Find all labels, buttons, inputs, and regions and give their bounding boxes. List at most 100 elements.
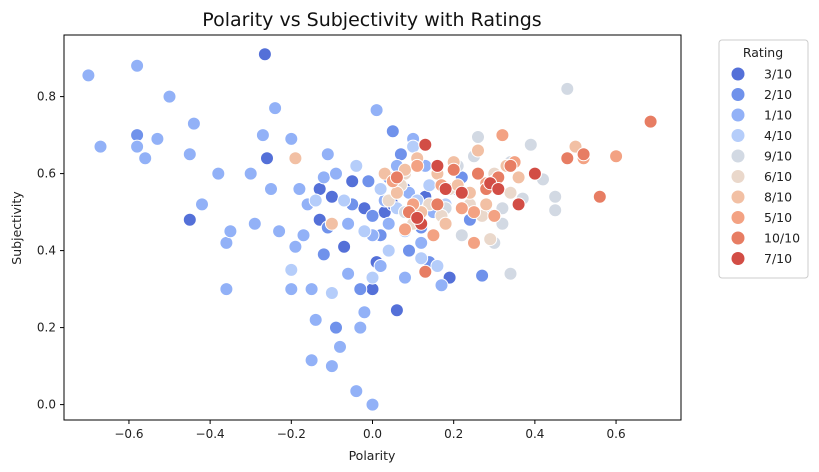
point-1-of-10-11	[219, 235, 234, 250]
point-1-of-10-7	[182, 147, 197, 162]
x-tick-label: 0.0	[363, 427, 382, 441]
chart-title: Polarity vs Subjectivity with Ratings	[202, 9, 541, 31]
point-4-of-10-6	[406, 139, 421, 154]
point-3-of-10-4	[324, 189, 339, 204]
point-4-of-10-4	[373, 182, 388, 196]
y-tick-label: 0.2	[37, 321, 56, 335]
point-1-of-10-19	[272, 224, 287, 239]
point-7-of-10-3	[410, 210, 425, 225]
point-10-of-10-11	[418, 264, 433, 279]
point-2-of-10-5	[365, 208, 380, 223]
point-9-of-10-0	[560, 81, 575, 96]
point-1-of-10-22	[288, 239, 303, 254]
point-1-of-10-47	[329, 166, 343, 181]
legend-marker-10-of-10	[731, 231, 745, 245]
point-1-of-10-13	[219, 282, 234, 297]
point-1-of-10-9	[195, 197, 209, 212]
point-3-of-10-1	[260, 151, 274, 166]
point-7-of-10-0	[418, 137, 433, 152]
legend-marker-7-of-10	[731, 252, 745, 265]
x-tick-label: 0.4	[525, 427, 544, 441]
point-5-of-10-4	[495, 128, 510, 143]
point-2-of-10-19	[316, 247, 331, 262]
point-8-of-10-0	[288, 151, 303, 166]
point-10-of-10-1	[592, 189, 607, 204]
point-8-of-10-1	[324, 216, 339, 231]
point-9-of-10-9	[471, 130, 485, 144]
point-1-of-10-30	[341, 266, 356, 281]
point-10-of-10-10	[430, 197, 445, 212]
point-8-of-10-12	[438, 216, 453, 231]
point-1-of-10-35	[369, 103, 384, 118]
point-1-of-10-50	[292, 182, 307, 196]
point-1-of-10-6	[162, 89, 177, 104]
point-1-of-10-21	[284, 282, 299, 297]
legend-label-6-of-10: 6/10	[764, 169, 792, 184]
legend-marker-4-of-10	[731, 129, 745, 142]
legend: Rating 3/10 2/10 1/10 4/10 9/10 6/10 8/10 5/10 1…	[718, 39, 809, 279]
point-1-of-10-39	[398, 270, 412, 285]
point-1-of-10-0	[81, 68, 96, 83]
point-9-of-10-4	[548, 203, 563, 218]
point-4-of-10-8	[430, 259, 445, 273]
point-1-of-10-46	[320, 147, 335, 162]
point-1-of-10-3	[130, 139, 145, 154]
legend-label-8-of-10: 8/10	[764, 190, 792, 205]
point-5-of-10-15	[487, 208, 502, 223]
x-axis-ticks: −0.6 −0.4 −0.2 0.0 0.2 0.4 0.6	[114, 420, 626, 441]
point-7-of-10-6	[527, 166, 542, 181]
point-1-of-10-10	[211, 166, 226, 181]
legend-label-3-of-10: 3/10	[764, 67, 792, 82]
point-1-of-10-44	[304, 353, 319, 368]
point-4-of-10-0	[284, 262, 299, 277]
point-1-of-10-8	[186, 116, 201, 131]
point-1-of-10-16	[255, 128, 270, 143]
x-tick-label: −0.4	[196, 427, 225, 441]
point-1-of-10-15	[247, 216, 262, 231]
point-10-of-10-5	[503, 158, 518, 173]
legend-marker-9-of-10	[731, 149, 745, 163]
point-5-of-10-10	[410, 158, 425, 173]
point-6-of-10-8	[503, 185, 518, 200]
point-3-of-10-5	[337, 239, 352, 254]
legend-label-4-of-10: 4/10	[764, 128, 792, 143]
point-8-of-10-11	[511, 170, 526, 185]
point-1-of-10-32	[353, 320, 368, 335]
legend-label-1-of-10: 1/10	[764, 108, 792, 123]
point-7-of-10-4	[454, 185, 469, 200]
point-4-of-10-7	[414, 251, 429, 266]
legend-label-2-of-10: 2/10	[764, 87, 792, 102]
point-1-of-10-26	[308, 312, 323, 327]
point-2-of-10-4	[353, 282, 368, 297]
legend-label-5-of-10: 5/10	[764, 210, 792, 225]
point-1-of-10-41	[414, 235, 429, 250]
legend-marker-5-of-10	[731, 211, 745, 224]
x-tick-label: 0.2	[444, 427, 463, 441]
y-tick-label: 0.0	[37, 398, 56, 412]
point-9-of-10-3	[548, 189, 563, 204]
legend-items: 3/10 2/10 1/10 4/10 9/10 6/10 8/10 5/10 10/10 7/1…	[731, 67, 800, 266]
point-5-of-10-9	[426, 228, 441, 243]
point-1-of-10-28	[324, 359, 339, 374]
y-axis-label: Subjectivity	[9, 191, 24, 265]
point-10-of-10-3	[576, 147, 591, 162]
point-3-of-10-2	[182, 212, 197, 227]
point-5-of-10-8	[454, 201, 469, 216]
point-1-of-10-4	[138, 151, 153, 166]
point-10-of-10-0	[643, 114, 658, 129]
point-3-of-10-10	[389, 303, 404, 318]
point-1-of-10-20	[284, 131, 299, 146]
point-1-of-10-12	[223, 224, 238, 239]
point-1-of-10-36	[373, 259, 388, 273]
point-8-of-10-8	[471, 143, 485, 158]
x-tick-label: −0.6	[114, 427, 143, 441]
point-4-of-10-14	[337, 193, 352, 208]
point-5-of-10-7	[467, 235, 481, 250]
point-4-of-10-15	[422, 178, 437, 193]
point-1-of-10-18	[268, 101, 283, 116]
point-2-of-10-8	[385, 124, 400, 139]
point-4-of-10-3	[357, 224, 372, 239]
point-10-of-10-2	[560, 151, 575, 166]
point-2-of-10-15	[475, 268, 490, 283]
